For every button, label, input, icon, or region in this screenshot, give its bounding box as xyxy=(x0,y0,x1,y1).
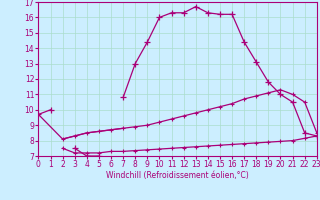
X-axis label: Windchill (Refroidissement éolien,°C): Windchill (Refroidissement éolien,°C) xyxy=(106,171,249,180)
